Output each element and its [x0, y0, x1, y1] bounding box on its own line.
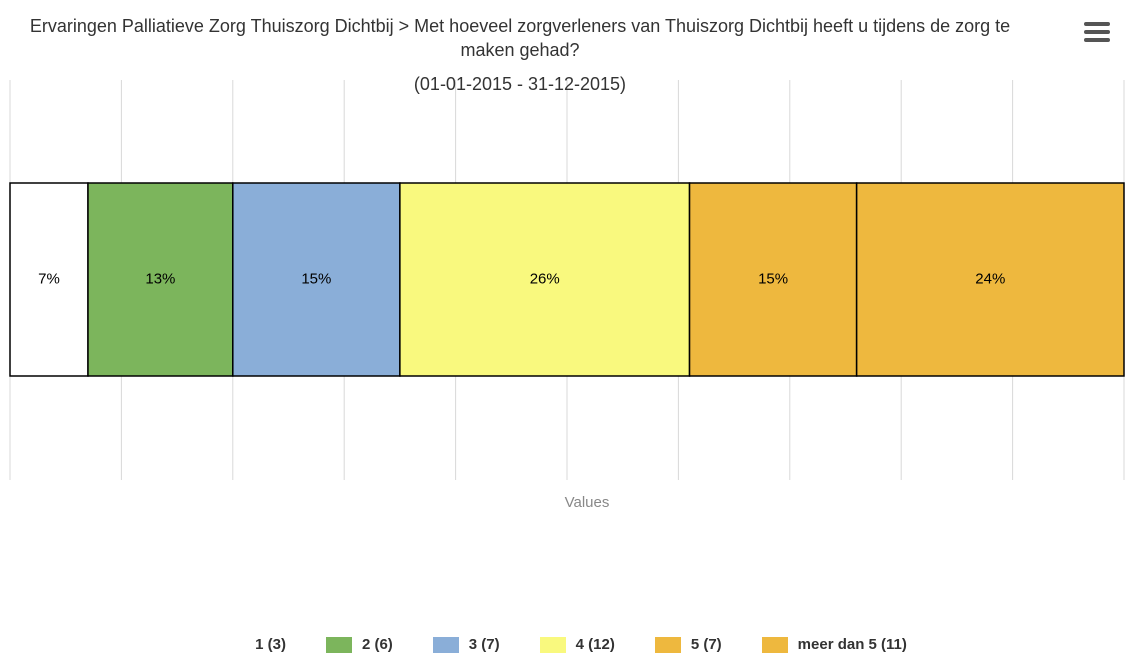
x-axis-title: Values	[565, 494, 610, 511]
legend: 1 (3) 2 (6) 3 (7) 4 (12) 5 (7) meer dan 5 (11…	[0, 636, 1126, 653]
legend-item[interactable]: 5 (7)	[654, 636, 722, 653]
legend-label: 3 (7)	[468, 636, 500, 653]
legend-item[interactable]: 4 (12)	[539, 636, 615, 653]
legend-label: 5 (7)	[690, 636, 722, 653]
bar-segment	[9, 182, 89, 377]
legend-swatch	[219, 636, 246, 653]
data-label: 7%	[38, 270, 60, 287]
legend-label: 4 (12)	[575, 636, 615, 653]
data-label: 15%	[758, 270, 788, 287]
bar-segment	[87, 182, 234, 377]
legend-swatch	[654, 636, 681, 653]
data-label: 24%	[975, 270, 1005, 287]
chart-subtitle: (01-01-2015 - 31-12-2015)	[413, 74, 627, 94]
legend-swatch	[539, 636, 566, 653]
legend-swatch	[432, 636, 459, 653]
bar-segment	[232, 182, 401, 377]
legend-item[interactable]: 1 (3)	[219, 636, 286, 653]
legend-item[interactable]: 3 (7)	[432, 636, 500, 653]
chart-title: Ervaringen Palliatieve Zorg Thuiszorg Di…	[29, 16, 1011, 60]
legend-swatch	[325, 636, 352, 653]
legend-label: 1 (3)	[255, 636, 286, 653]
legend-label: 2 (6)	[361, 636, 393, 653]
data-label: 13%	[145, 270, 175, 287]
bar-segment	[688, 182, 858, 377]
legend-swatch	[761, 636, 788, 653]
legend-item[interactable]: meer dan 5 (11)	[761, 636, 907, 653]
menu-button[interactable]	[1084, 22, 1110, 44]
legend-label: meer dan 5 (11)	[797, 636, 907, 653]
bar-segment	[399, 182, 691, 377]
legend-item[interactable]: 2 (6)	[325, 636, 393, 653]
data-label: 15%	[301, 270, 331, 287]
bar-segment	[855, 182, 1125, 377]
data-label: 26%	[530, 270, 560, 287]
